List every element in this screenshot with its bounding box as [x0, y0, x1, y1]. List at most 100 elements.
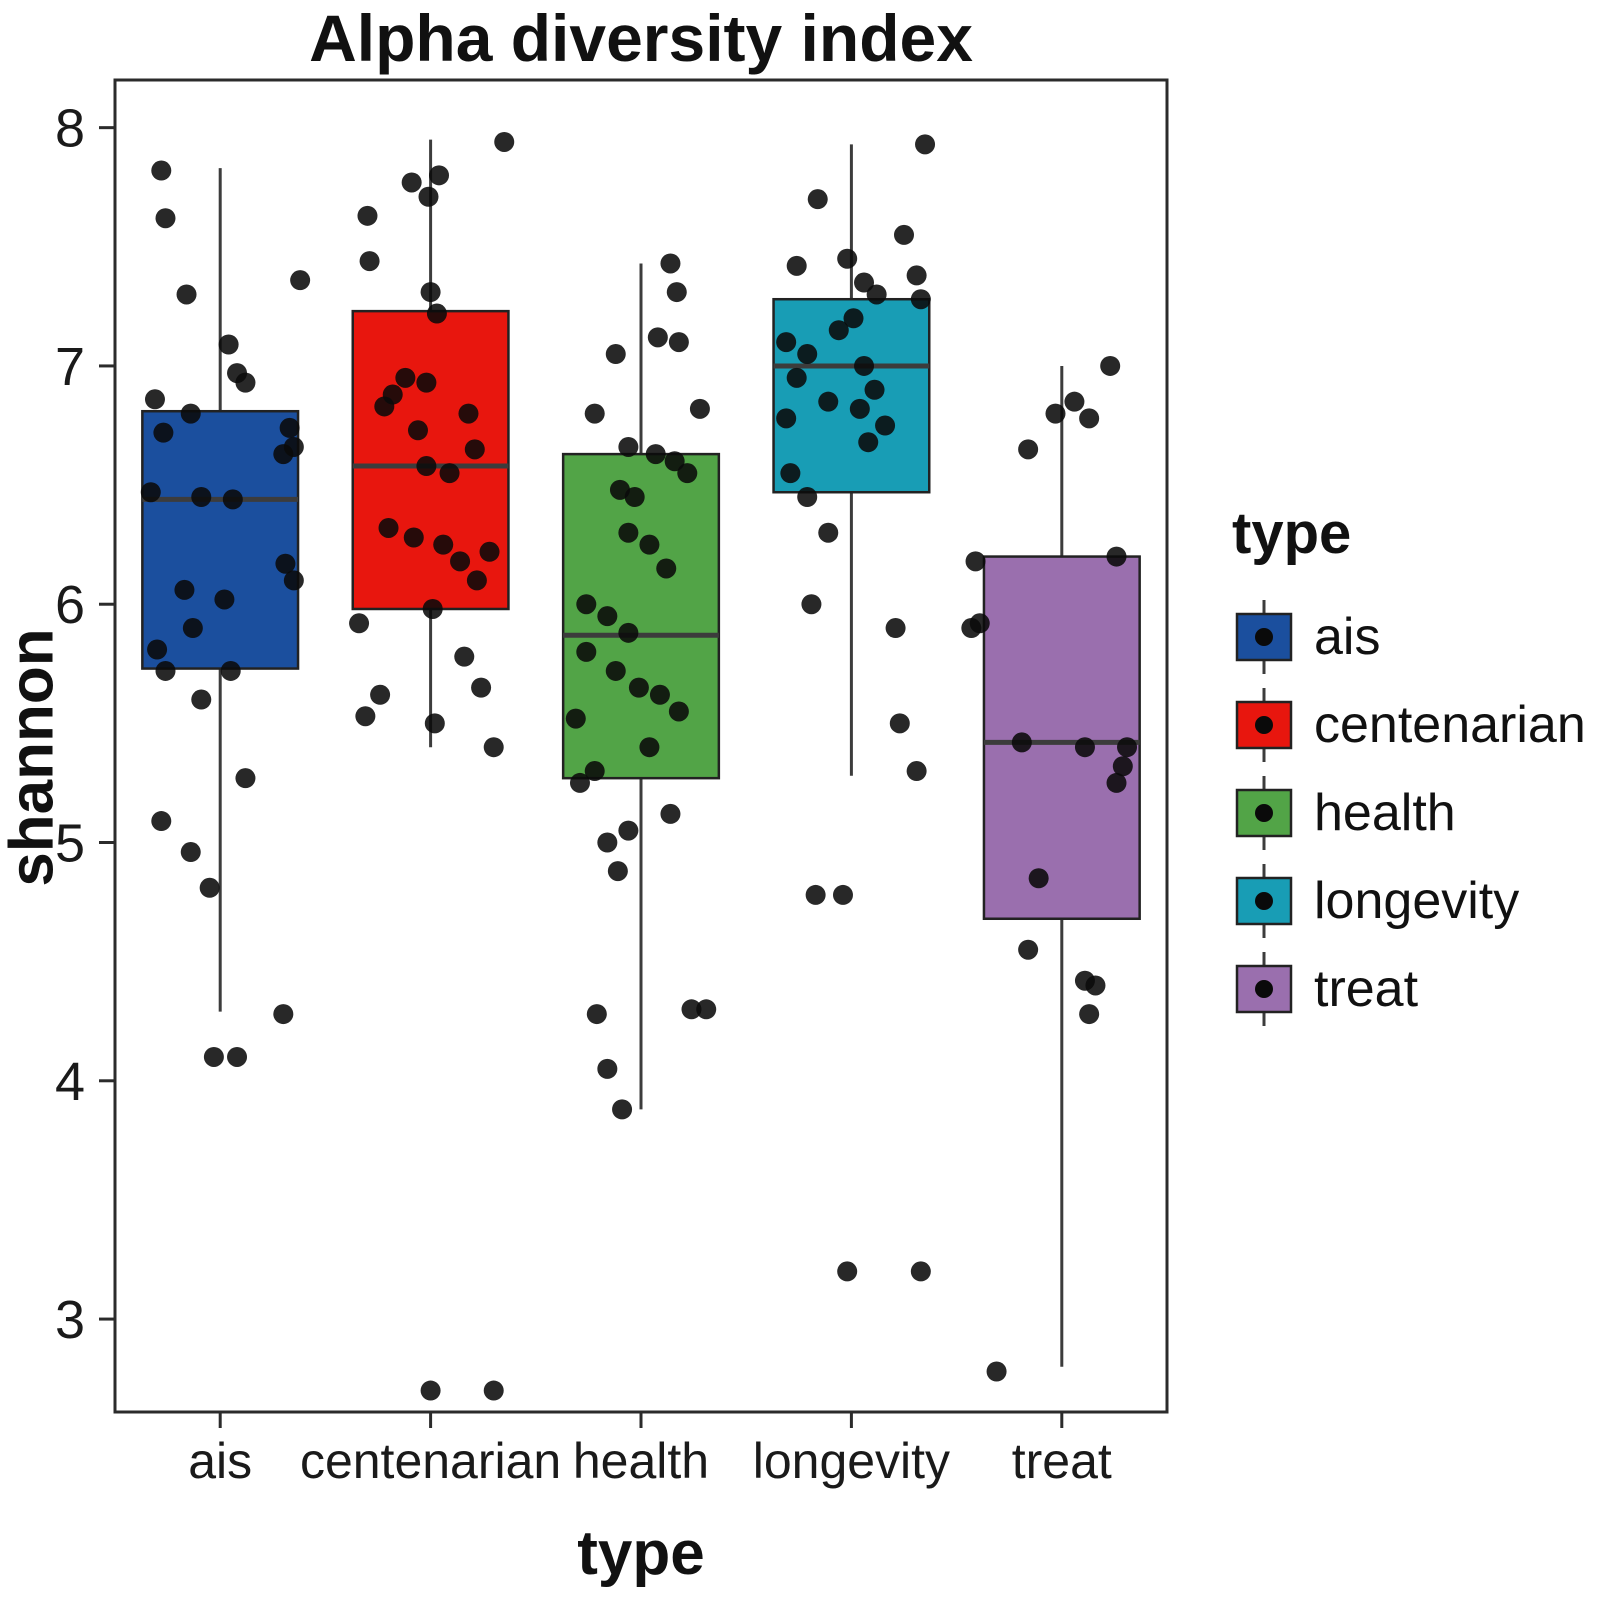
legend-title: type — [1232, 501, 1352, 566]
jitter-point — [628, 677, 649, 698]
jitter-point — [656, 558, 677, 579]
jitter-point — [1045, 403, 1066, 424]
jitter-point — [576, 594, 597, 615]
jitter-point — [807, 189, 828, 210]
jitter-point — [349, 613, 370, 634]
jitter-point — [370, 684, 391, 705]
y-tick-label: 3 — [55, 1290, 85, 1350]
jitter-point — [605, 660, 626, 681]
jitter-point — [176, 284, 197, 305]
box — [772, 297, 931, 494]
legend-items: ais centenarian health longevity treat — [1232, 593, 1586, 1033]
jitter-point — [1085, 975, 1106, 996]
jitter-point — [227, 1046, 248, 1067]
jitter-point — [849, 398, 870, 419]
jitter-point — [664, 451, 685, 472]
jitter-point — [180, 842, 201, 863]
jitter-point — [235, 768, 256, 789]
jitter-point — [660, 253, 681, 274]
jitter-point — [961, 618, 982, 639]
chart-title: Alpha diversity index — [309, 1, 973, 75]
jitter-point — [681, 999, 702, 1020]
jitter-point — [273, 1004, 294, 1025]
jitter-point — [576, 641, 597, 662]
jitter-point — [797, 486, 818, 507]
jitter-point — [866, 284, 887, 305]
jitter-point — [776, 408, 797, 429]
jitter-point — [906, 761, 927, 782]
jitter-point — [174, 579, 195, 600]
jitter-point — [483, 1380, 504, 1401]
jitter-point — [677, 463, 698, 484]
jitter-point — [418, 186, 439, 207]
jitter-point — [450, 551, 471, 572]
jitter-point — [483, 737, 504, 758]
boxplot-centenarian — [349, 131, 515, 1401]
jitter-point — [273, 444, 294, 465]
jitter-point — [355, 706, 376, 727]
legend-item-ais: ais — [1232, 593, 1586, 681]
jitter-point — [668, 332, 689, 353]
legend-item-label: ais — [1314, 608, 1381, 666]
jitter-point — [689, 398, 710, 419]
jitter-point — [424, 713, 445, 734]
jitter-point — [639, 737, 660, 758]
jitter-point — [199, 877, 220, 898]
jitter-point — [454, 646, 475, 667]
jitter-point — [416, 456, 437, 477]
jitter-point — [565, 708, 586, 729]
jitter-point — [858, 432, 879, 453]
jitter-point — [471, 677, 492, 698]
jitter-point — [1100, 355, 1121, 376]
jitter-point — [433, 534, 454, 555]
legend-key-boxplot-icon — [1235, 688, 1293, 762]
jitter-point — [875, 415, 896, 436]
legend: type ais centenarian health longevity treat — [1232, 500, 1586, 1033]
jitter-point — [965, 551, 986, 572]
jitter-point — [597, 606, 618, 627]
jitter-point — [359, 251, 380, 272]
jitter-point — [220, 660, 241, 681]
jitter-point — [666, 282, 687, 303]
jitter-point — [639, 534, 660, 555]
jitter-point — [275, 553, 296, 574]
box — [982, 555, 1141, 921]
jitter-point — [374, 396, 395, 417]
y-tick-label: 7 — [55, 337, 85, 397]
jitter-point — [1112, 756, 1133, 777]
jitter-point — [155, 208, 176, 229]
jitter-point — [586, 1004, 607, 1025]
jitter-point — [180, 403, 201, 424]
jitter-point — [235, 372, 256, 393]
jitter-point — [832, 884, 853, 905]
x-tick-label: ais — [188, 1433, 252, 1489]
jitter-point — [357, 205, 378, 226]
legend-item-health: health — [1232, 769, 1586, 857]
boxplot-treat — [961, 355, 1141, 1382]
jitter-point — [403, 527, 424, 548]
jitter-point — [607, 861, 628, 882]
jitter-point — [854, 355, 875, 376]
jitter-point — [776, 332, 797, 353]
jitter-point — [854, 272, 875, 293]
jitter-point — [584, 761, 605, 782]
jitter-point — [597, 832, 618, 853]
jitter-point — [1018, 439, 1039, 460]
y-tick-label: 6 — [55, 575, 85, 635]
jitter-point — [191, 486, 212, 507]
jitter-point — [605, 344, 626, 365]
jitter-point — [818, 391, 839, 412]
jitter-point — [986, 1361, 1007, 1382]
jitter-point — [458, 403, 479, 424]
jitter-point — [786, 255, 807, 276]
jitter-point — [797, 344, 818, 365]
jitter-point — [801, 594, 822, 615]
jitter-point — [597, 1058, 618, 1079]
jitter-point — [401, 172, 422, 193]
legend-key-boxplot-icon — [1235, 600, 1293, 674]
jitter-point — [378, 517, 399, 538]
jitter-point — [624, 486, 645, 507]
y-tick-label: 5 — [55, 814, 85, 874]
legend-item-centenarian: centenarian — [1232, 681, 1586, 769]
jitter-point — [214, 589, 235, 610]
